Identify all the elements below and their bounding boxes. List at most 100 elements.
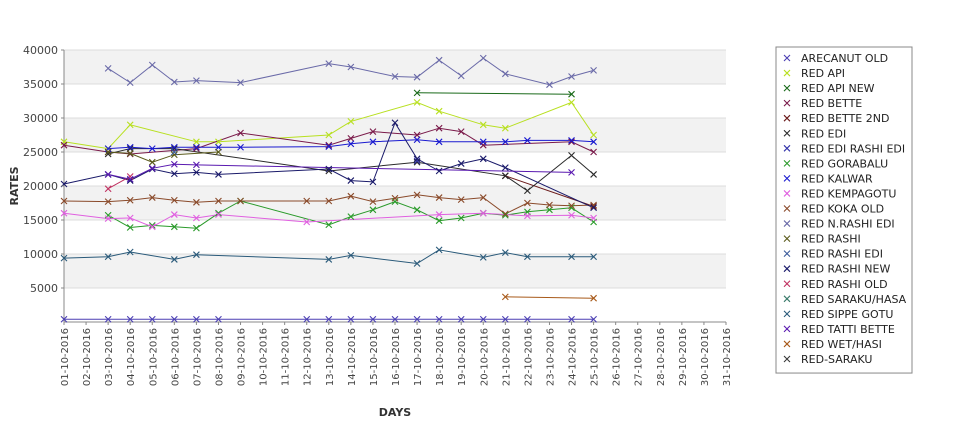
data-point — [104, 315, 112, 323]
legend-marker — [783, 310, 791, 318]
x-tick-label: 07-10-2016 — [192, 328, 203, 386]
data-point — [568, 138, 575, 146]
data-point — [391, 119, 399, 127]
data-point — [193, 251, 200, 259]
legend-label: RED SARAKU/HASA — [801, 293, 907, 306]
legend-label: RED GORABALU — [801, 157, 888, 170]
data-point — [347, 192, 355, 200]
x-tick-label: 28-10-2016 — [656, 328, 667, 386]
data-point — [193, 224, 200, 232]
data-point — [479, 54, 487, 62]
data-point — [568, 137, 575, 144]
data-point — [347, 63, 355, 71]
data-point — [435, 217, 443, 225]
legend-label: RED KEMPAGOTU — [801, 187, 896, 200]
data-point — [457, 214, 465, 222]
legend-marker — [783, 144, 791, 152]
data-point — [303, 197, 311, 205]
data-point — [325, 60, 333, 67]
data-point — [457, 315, 465, 323]
data-point — [391, 315, 399, 323]
data-point — [215, 138, 222, 146]
data-point — [501, 210, 509, 218]
legend-label: RED EDI RASHI EDI — [801, 142, 905, 155]
data-point — [347, 135, 355, 142]
legend-label: RED N.RASHI EDI — [801, 218, 895, 231]
data-point — [501, 172, 509, 180]
series-line — [63, 249, 594, 265]
legend-label: RED RASHI — [801, 233, 861, 246]
data-point — [193, 161, 200, 169]
data-point — [590, 294, 597, 302]
data-point — [126, 79, 134, 87]
series-line — [417, 92, 572, 95]
legend-label: RED API — [801, 67, 845, 80]
data-point — [501, 164, 509, 172]
legend-marker — [783, 69, 791, 77]
legend-label: RED EDI — [801, 127, 846, 140]
data-point — [568, 253, 575, 261]
x-tick-label: 18-10-2016 — [435, 328, 446, 386]
x-tick-label: 14-10-2016 — [347, 328, 358, 386]
legend-label: RED BETTE — [801, 97, 862, 110]
data-point — [369, 315, 377, 323]
y-tick-label: 25000 — [23, 146, 58, 159]
x-tick-label: 25-10-2016 — [590, 328, 601, 386]
legend-label: RED RASHI OLD — [801, 278, 888, 291]
data-point — [325, 131, 333, 139]
legend-label: RED KALWAR — [801, 172, 873, 185]
data-point — [568, 152, 575, 159]
data-point — [479, 194, 487, 201]
legend-marker — [783, 99, 791, 107]
data-point — [347, 251, 355, 259]
data-point — [347, 140, 355, 148]
data-point — [435, 167, 443, 175]
data-point — [215, 315, 222, 323]
legend-label: RED BETTE 2ND — [801, 112, 889, 125]
data-point — [590, 138, 597, 146]
data-point — [325, 315, 333, 323]
legend-marker — [783, 159, 791, 167]
data-point — [60, 141, 68, 149]
data-point — [568, 202, 575, 210]
data-point — [215, 171, 222, 178]
data-point — [501, 138, 509, 146]
data-point — [479, 155, 487, 163]
data-point — [148, 194, 156, 201]
data-point — [391, 73, 399, 80]
data-point — [369, 206, 377, 214]
data-point — [568, 73, 575, 80]
x-tick-label: 29-10-2016 — [678, 328, 689, 386]
x-tick-labels: 01-10-2016 02-10-2016 03-10-2016 04-10-2016… — [60, 322, 733, 386]
data-point — [524, 212, 531, 220]
data-point — [148, 158, 156, 166]
legend-marker — [783, 295, 791, 303]
data-point — [215, 211, 222, 218]
data-point — [369, 198, 377, 206]
data-point — [590, 203, 597, 210]
legend-marker — [783, 175, 791, 182]
data-point — [479, 121, 487, 129]
x-tick-label: 27-10-2016 — [634, 328, 645, 386]
data-point — [435, 194, 443, 201]
data-point — [347, 315, 355, 323]
legend-label: RED SIPPE GOTU — [801, 308, 893, 321]
y-tick-label: 15000 — [23, 214, 58, 227]
data-point — [325, 197, 333, 205]
data-point — [148, 61, 156, 69]
data-point — [148, 164, 156, 172]
data-point — [193, 143, 200, 151]
data-point — [347, 118, 355, 125]
data-point — [568, 169, 575, 176]
data-point — [170, 196, 178, 204]
data-point — [435, 138, 443, 146]
data-point — [479, 138, 487, 146]
x-tick-label: 06-10-2016 — [170, 328, 181, 386]
data-point — [524, 187, 531, 195]
data-point — [170, 78, 178, 86]
x-tick-label: 09-10-2016 — [237, 328, 248, 386]
x-tick-label: 12-10-2016 — [303, 328, 314, 386]
data-point — [568, 211, 575, 219]
